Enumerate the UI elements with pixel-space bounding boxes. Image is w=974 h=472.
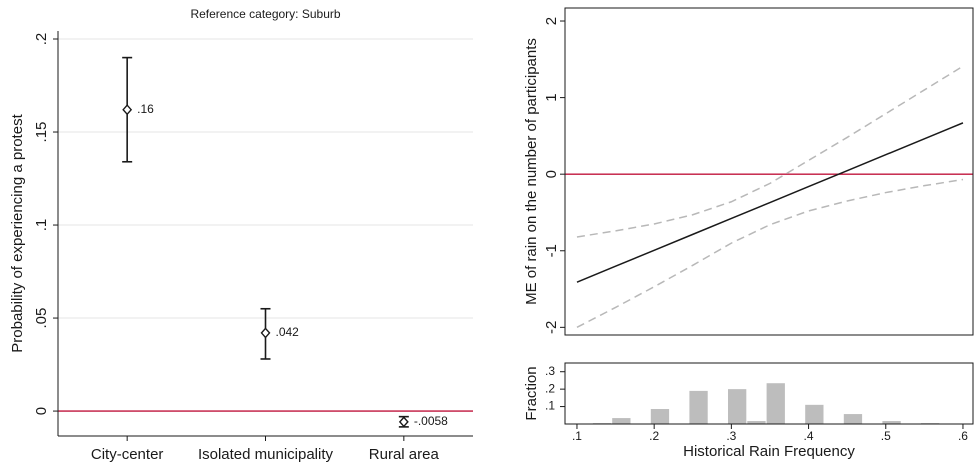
x-tick-label: Isolated municipality — [198, 446, 334, 463]
line — [576, 65, 964, 238]
bar — [882, 421, 901, 424]
value-label: .16 — [137, 102, 154, 116]
y-axis-label: Probability of experiencing a protest — [9, 113, 26, 352]
y-tick-label: .15 — [33, 122, 50, 143]
bar — [747, 421, 766, 424]
x-tick-label: .6 — [958, 429, 968, 443]
y-tick-label: -1 — [543, 244, 560, 257]
line — [576, 178, 964, 329]
y-tick-label: 0 — [33, 407, 50, 415]
bar — [612, 418, 631, 424]
bar — [766, 383, 785, 424]
bar — [728, 389, 747, 424]
y-tick-label: .2 — [545, 381, 555, 395]
y-tick-label: 1 — [543, 93, 560, 101]
x-tick-label: .3 — [726, 429, 736, 443]
bar — [843, 414, 863, 424]
bar — [689, 390, 708, 424]
point — [398, 416, 409, 428]
y-tick-label: 2 — [543, 17, 560, 25]
x-tick-label: .5 — [881, 429, 891, 443]
y-tick-label: .1 — [33, 219, 50, 232]
y-tick-label: 0 — [543, 170, 560, 178]
y-axis-label: Fraction — [523, 366, 540, 420]
y-tick-label: .05 — [33, 308, 50, 329]
value-label: -.0058 — [414, 414, 448, 428]
y-tick-label: .2 — [33, 33, 50, 46]
y-tick-label: -2 — [543, 321, 560, 334]
x-axis-label: Historical Rain Frequency — [683, 443, 855, 460]
chart-title: Reference category: Suburb — [190, 7, 340, 21]
bar — [805, 404, 824, 424]
bar — [650, 409, 670, 424]
x-tick-label: .2 — [649, 429, 659, 443]
x-tick-label: .4 — [804, 429, 814, 443]
value-label: .042 — [276, 325, 300, 339]
y-axis-label: ME of rain on the number of participants — [523, 38, 540, 305]
line — [576, 122, 964, 283]
point — [260, 327, 271, 339]
plot-frame — [564, 362, 974, 425]
x-tick-label: Rural area — [369, 446, 440, 463]
y-tick-label: .3 — [545, 364, 555, 378]
point — [122, 104, 133, 116]
plot-frame — [564, 7, 974, 336]
x-tick-label: City-center — [91, 446, 164, 463]
x-tick-label: .1 — [572, 429, 582, 443]
y-tick-label: .1 — [545, 399, 555, 413]
